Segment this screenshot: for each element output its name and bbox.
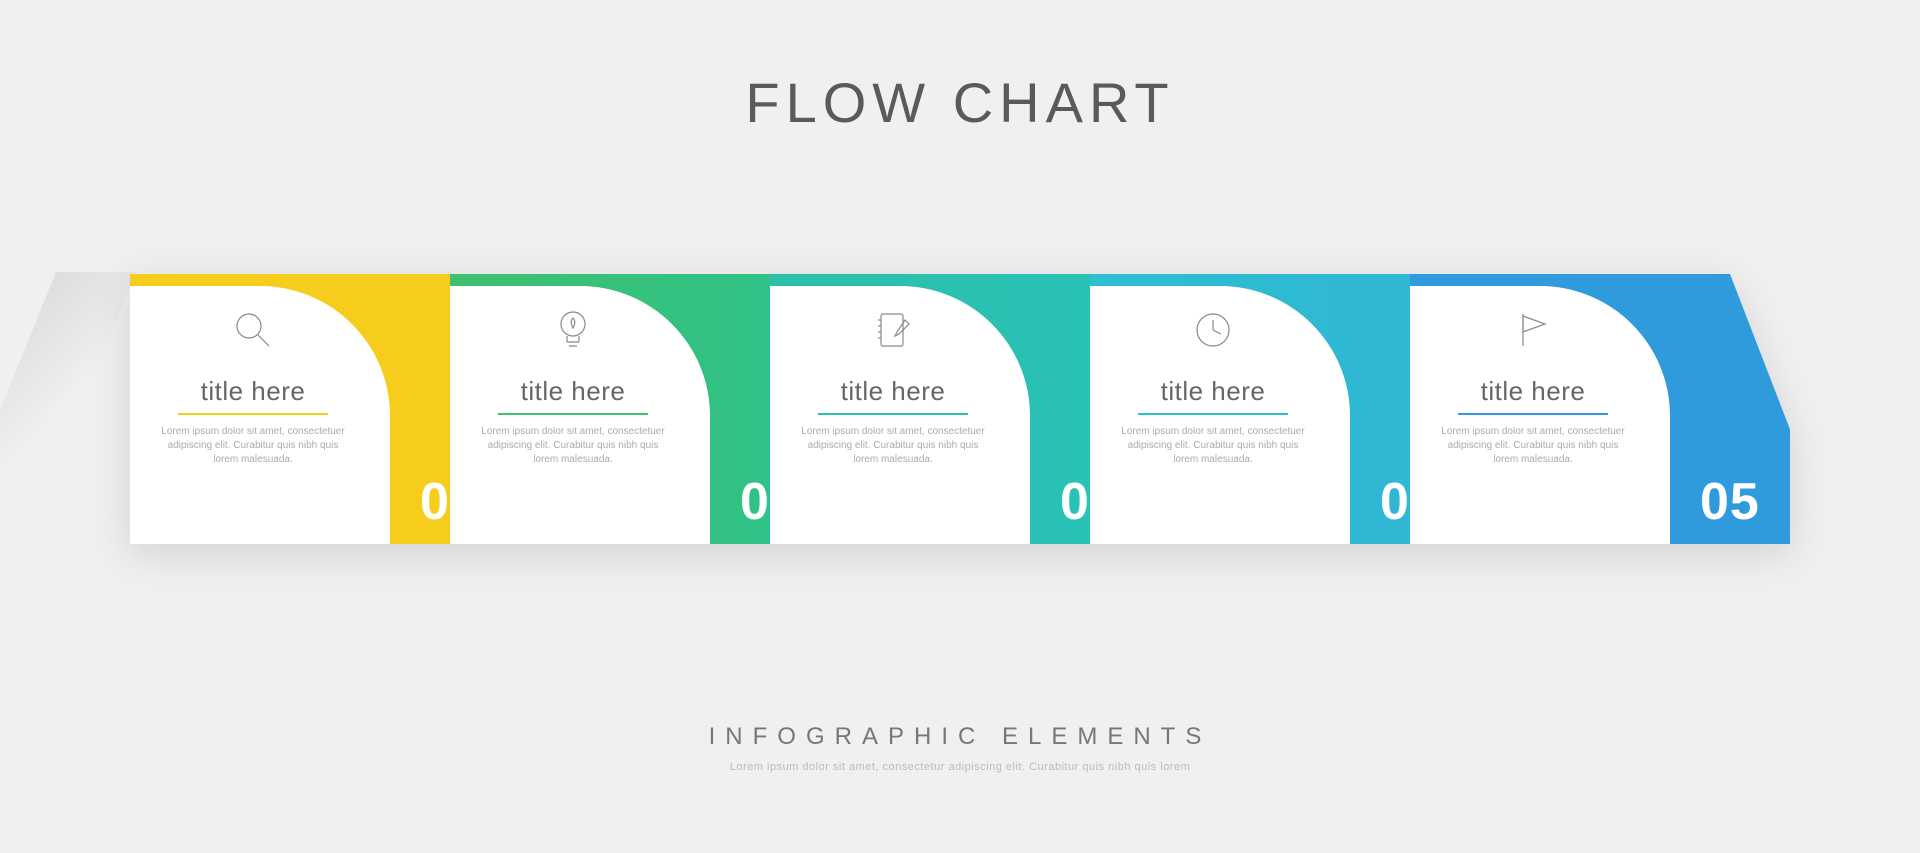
step-04: title here Lorem ipsum dolor sit amet, c…	[1108, 302, 1318, 467]
step-body: Lorem ipsum dolor sit amet, consectetuer…	[1108, 425, 1318, 467]
step-number: 03	[1060, 472, 1120, 532]
step-number: 01	[420, 472, 480, 532]
footer-title: INFOGRAPHIC ELEMENTS	[0, 723, 1920, 751]
flag-icon	[1505, 302, 1561, 358]
step-01: title here Lorem ipsum dolor sit amet, c…	[148, 302, 358, 467]
step-underline	[818, 413, 968, 415]
step-number: 04	[1380, 472, 1440, 532]
step-title: title here	[1428, 376, 1638, 407]
step-underline	[178, 413, 328, 415]
magnifier-icon	[225, 302, 281, 358]
left-shadow-notch	[0, 272, 136, 542]
clock-icon	[1185, 302, 1241, 358]
step-05: title here Lorem ipsum dolor sit amet, c…	[1428, 302, 1638, 467]
step-underline	[1138, 413, 1288, 415]
step-number: 05	[1700, 472, 1760, 532]
step-title: title here	[788, 376, 998, 407]
page-title: FLOW CHART	[0, 70, 1920, 135]
step-title: title here	[148, 376, 358, 407]
step-body: Lorem ipsum dolor sit amet, consectetuer…	[788, 425, 998, 467]
footer: INFOGRAPHIC ELEMENTS Lorem ipsum dolor s…	[0, 723, 1920, 773]
lightbulb-icon	[545, 302, 601, 358]
step-body: Lorem ipsum dolor sit amet, consectetuer…	[1428, 425, 1638, 467]
step-title: title here	[1108, 376, 1318, 407]
step-body: Lorem ipsum dolor sit amet, consectetuer…	[468, 425, 678, 467]
step-underline	[1458, 413, 1608, 415]
step-underline	[498, 413, 648, 415]
step-02: title here Lorem ipsum dolor sit amet, c…	[468, 302, 678, 467]
flow-chart: 01 title here Lorem ipsum dolor sit amet…	[130, 274, 1790, 544]
step-number: 02	[740, 472, 800, 532]
step-03: title here Lorem ipsum dolor sit amet, c…	[788, 302, 998, 467]
step-body: Lorem ipsum dolor sit amet, consectetuer…	[148, 425, 358, 467]
step-title: title here	[468, 376, 678, 407]
notepad-icon	[865, 302, 921, 358]
footer-subtitle: Lorem ipsum dolor sit amet, consectetur …	[0, 761, 1920, 773]
